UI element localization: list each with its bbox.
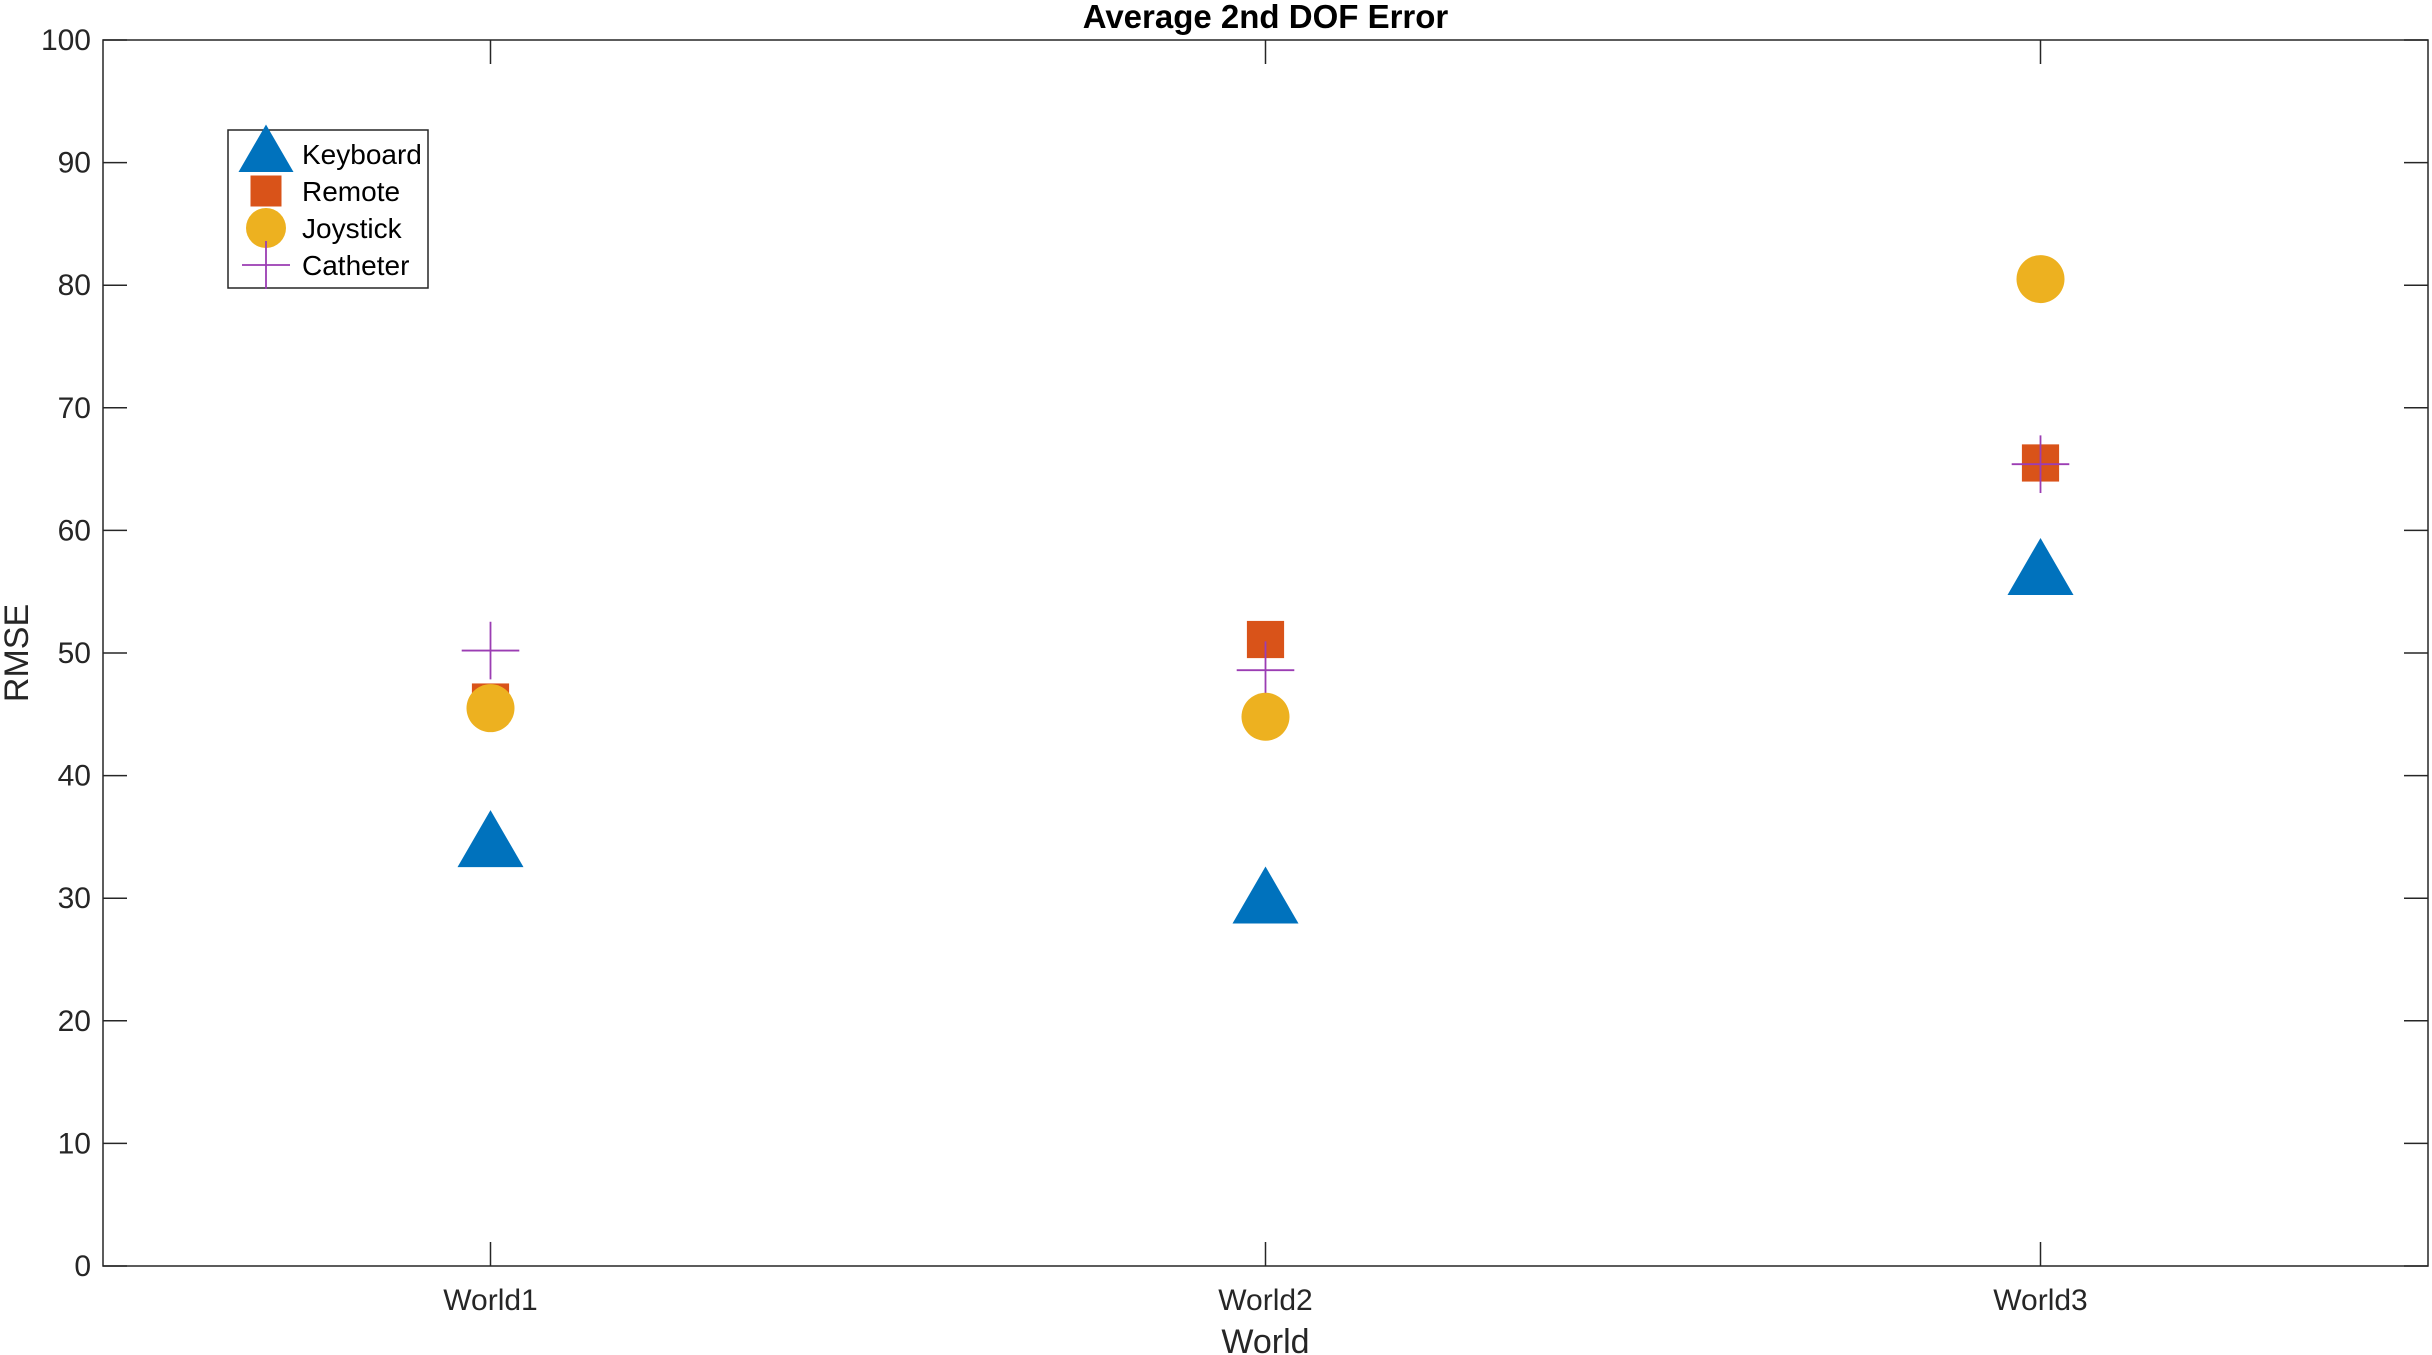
legend-marker-keyboard <box>238 124 294 173</box>
y-tick-label: 20 <box>58 1005 91 1038</box>
x-tick-label: World1 <box>443 1284 537 1317</box>
legend-marker-catheter <box>242 241 290 289</box>
data-point-catheter-world1 <box>461 621 520 680</box>
y-axis-title: RMSE <box>0 604 36 702</box>
y-tick-label: 10 <box>58 1127 91 1160</box>
data-point-keyboard-world2 <box>1232 866 1299 924</box>
data-point-joystick-world3 <box>2016 255 2065 304</box>
legend-marker-joystick <box>246 208 286 248</box>
legend: Keyboard Remote Joystick Catheter <box>227 124 429 289</box>
y-tick-label: 40 <box>58 760 91 793</box>
chart-title: Average 2nd DOF Error <box>1083 0 1449 35</box>
x-tick-label: World2 <box>1218 1284 1312 1317</box>
x-axis-title: World <box>1221 1323 1309 1355</box>
data-point-joystick-world1 <box>466 684 515 733</box>
data-point-keyboard-world3 <box>2007 537 2074 595</box>
data-point-joystick-world2 <box>1241 692 1290 741</box>
x-tick-label: World3 <box>1993 1284 2087 1317</box>
y-tick-label: 0 <box>74 1250 91 1283</box>
legend-label-catheter: Catheter <box>302 250 409 281</box>
y-tick-label: 30 <box>58 882 91 915</box>
x-axis-ticks: World1 World2 World3 <box>443 40 2088 1317</box>
data-point-keyboard-world1 <box>457 810 524 868</box>
y-tick-label: 70 <box>58 392 91 425</box>
y-tick-label: 90 <box>58 147 91 180</box>
y-tick-label: 100 <box>41 24 91 57</box>
legend-label-remote: Remote <box>302 176 400 207</box>
data-marks <box>457 255 2074 924</box>
y-tick-label: 50 <box>58 637 91 670</box>
legend-label-joystick: Joystick <box>302 213 403 244</box>
y-tick-label: 60 <box>58 514 91 547</box>
legend-marker-remote <box>250 175 282 207</box>
legend-label-keyboard: Keyboard <box>302 139 422 170</box>
y-axis-ticks: 0 10 20 30 40 50 60 70 80 90 100 <box>41 24 2428 1283</box>
data-point-catheter-world3 <box>2011 435 2070 493</box>
data-point-catheter-world2 <box>1236 641 1295 699</box>
y-tick-label: 80 <box>58 269 91 302</box>
